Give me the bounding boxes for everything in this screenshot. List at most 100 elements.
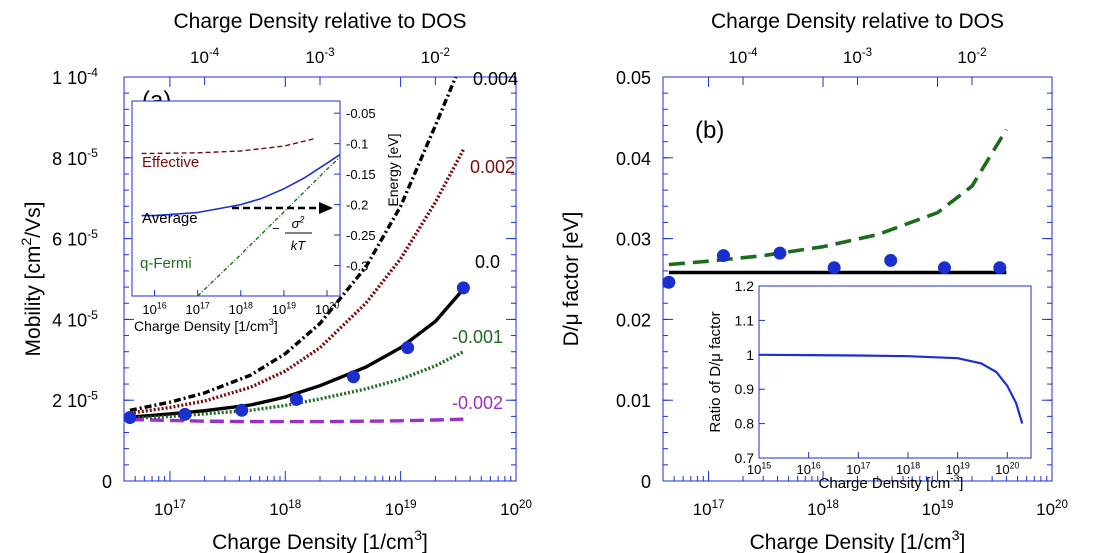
inset-b-y-tick-label: 0.7: [735, 450, 755, 466]
top-tick-label-part: 10: [843, 48, 862, 67]
top-tick-label-sup: -4: [747, 47, 758, 59]
x-tick-label-part: 10: [922, 500, 941, 519]
inset-b-y-tick-label: 1.2: [735, 278, 755, 294]
y-tick-label-sup: -5: [87, 146, 98, 160]
inset-b-x-tick-label-part: 10: [846, 462, 860, 477]
top-tick-label: 10-3: [305, 47, 334, 67]
inset-b-x-title-part: ]: [959, 475, 963, 492]
series-label: 0.002: [470, 157, 515, 177]
inset-arrow-head: [319, 202, 333, 214]
inset-a-x-tick-label-part: 10: [272, 302, 286, 317]
x-tick-label: 1019: [385, 499, 417, 519]
y-tick-label-part: 4 10: [52, 310, 87, 330]
inset-a-y-tick-label-part: -0.2: [346, 198, 368, 213]
inset-b-x-tick-label-part: 10: [797, 462, 811, 477]
x-axis-title: Charge Density [1/cm3]: [212, 528, 428, 553]
inset-a-x-tick-label-sup: 20: [329, 301, 339, 311]
inset-label-qfermi: q-Fermi: [140, 255, 192, 272]
y-tick-label-part: 0.03: [616, 230, 651, 250]
inset-a-y-tick-label: -0.1: [346, 137, 368, 152]
y-tick-label-part: 0.01: [616, 391, 651, 411]
y-tick-label: 1 10-4: [52, 65, 98, 88]
x-axis-title-part: ]: [422, 531, 428, 553]
data-point: [937, 261, 951, 275]
formula-denominator: kT: [291, 238, 307, 253]
inset-b-x-tick-label-part: 10: [945, 462, 959, 477]
inset-a-series-q-Fermi: [197, 156, 341, 297]
x-tick-label: 1020: [500, 499, 532, 519]
inset-a-x-tick-label: 1020: [315, 301, 339, 317]
y-tick-label-part: 8 10: [52, 149, 87, 169]
inset-a-x-tick-label-part: 10: [142, 302, 156, 317]
x-tick-label-part: 10: [693, 500, 712, 519]
series-label-part: 0.002: [470, 157, 515, 177]
x-axis-title-sup: 3: [414, 528, 422, 544]
inset-label-average-part: Average: [142, 210, 198, 227]
data-point: [716, 249, 730, 263]
inset-b-x-tick-label-sup: 18: [910, 461, 920, 471]
y-axis-title-part: /Vs]: [22, 202, 45, 238]
x-axis-title-part: Charge Density [1/cm: [750, 531, 952, 553]
x-tick-label-part: 10: [1036, 500, 1055, 519]
series-label: -0.002: [452, 393, 503, 413]
x-tick-label-part: 10: [269, 500, 288, 519]
inset-a-x-tick-label: 1017: [186, 301, 210, 317]
inset-a-x-title-sup: 3: [269, 317, 274, 328]
y-axis-title: D/μ factor [eV]: [560, 212, 583, 347]
inset-b-x-tick-label: 1018: [896, 461, 920, 477]
inset-b-x-tick-label-sup: 19: [960, 461, 970, 471]
inset-b-x-tick-label-sup: 16: [811, 461, 821, 471]
x-tick-label-part: 10: [385, 500, 404, 519]
formula-denominator-part: kT: [291, 238, 307, 253]
inset-b-y-tick-label: 0.9: [735, 381, 755, 397]
y-tick-label-part: 0.05: [616, 68, 651, 88]
x-tick-label: 1017: [693, 499, 725, 519]
top-axis-title-part: Charge Density relative to DOS: [711, 10, 1004, 33]
top-tick-label: 10-4: [190, 47, 220, 67]
x-tick-label: 1020: [1036, 499, 1068, 519]
y-tick-label: 0.03: [616, 230, 651, 250]
inset-a-x-tick-label: 1019: [272, 301, 296, 317]
inset-b-y-tick-label-part: 0.8: [735, 416, 755, 432]
inset-label-qfermi-part: q-Fermi: [140, 255, 192, 272]
inset-a-x-tick-label-sup: 17: [200, 301, 210, 311]
inset-b-x-title-part: Charge Density [cm: [819, 475, 951, 492]
top-tick-label-part: 10: [728, 48, 747, 67]
y-tick-label-part: 0.04: [616, 149, 651, 169]
series-label-part: 0.0: [475, 252, 500, 272]
data-point: [884, 253, 898, 267]
series-label: -0.001: [452, 327, 503, 347]
inset-b-x-tick-label: 1019: [945, 461, 969, 477]
data-point: [773, 246, 787, 260]
y-tick-label-part: 2 10: [52, 391, 87, 411]
inset-b-x-title: Charge Density [cm-3]: [819, 474, 964, 492]
inset-a-x-tick-label-part: 10: [315, 302, 329, 317]
series-label-part: -0.002: [452, 393, 503, 413]
series-label: 0.004: [473, 69, 518, 89]
x-tick-label: 1018: [807, 499, 839, 519]
series-line-0.002: [129, 148, 465, 415]
y-tick-label: 0: [102, 472, 112, 492]
inset-b-y-tick-label-part: 1.2: [735, 278, 755, 294]
inset-b-series-ratio: [758, 353, 1024, 424]
formula-minus: −: [272, 221, 280, 236]
inset-a-y-tick-label-part: -0.1: [346, 137, 368, 152]
y-tick-label: 0.01: [616, 391, 651, 411]
top-tick-label: 10-2: [957, 47, 986, 67]
y-tick-label-part: 0.02: [616, 310, 651, 330]
top-tick-label-part: 10: [190, 48, 209, 67]
inset-a-y-tick-label-part: -0.15: [346, 167, 376, 182]
inset-a-x-tick-label-sup: 16: [157, 301, 167, 311]
top-tick-label-sup: -3: [862, 47, 872, 59]
y-tick-label-part: 6 10: [52, 230, 87, 250]
inset-a-y-tick-label: -0.05: [346, 106, 376, 121]
top-axis-title: Charge Density relative to DOS: [711, 10, 1004, 33]
inset-a-x-tick-label-sup: 18: [243, 301, 253, 311]
y-tick-label: 0.02: [616, 310, 651, 330]
inset-b-y-tick-label: 1: [746, 347, 754, 363]
inset-a-x-tick-label-part: 10: [229, 302, 243, 317]
inset-a-x-tick-label: 1018: [229, 301, 253, 317]
series-label: 0.0: [475, 252, 500, 272]
inset-a-x-title-part: ]: [274, 318, 278, 334]
